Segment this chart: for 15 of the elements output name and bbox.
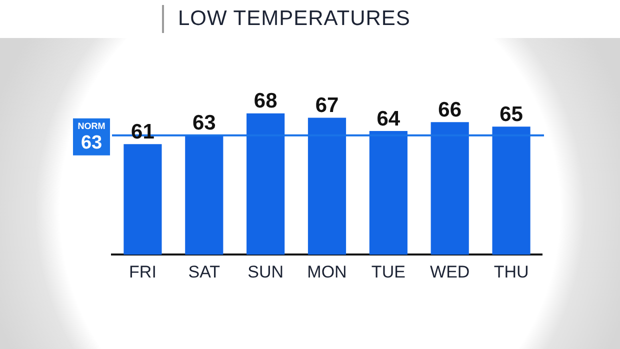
data-label: 67 (315, 94, 339, 118)
x-tick-label: SAT (188, 262, 220, 282)
data-label: 64 (376, 107, 400, 130)
x-tick-label: FRI (129, 262, 156, 282)
x-tick-label: WED (430, 262, 470, 282)
x-tick-label: SUN (248, 262, 284, 282)
ref-line-label: NORM 63 (78, 120, 106, 154)
data-label: 63 (192, 112, 216, 135)
chart-title: LOW TEMPERATURES (178, 7, 410, 31)
x-tick-label: MON (307, 262, 347, 282)
x-tick-label: TUE (371, 262, 406, 282)
x-tick-label: THU (494, 262, 529, 282)
data-label: 66 (438, 98, 462, 122)
data-label: 65 (500, 102, 524, 126)
data-label: 68 (254, 90, 278, 113)
